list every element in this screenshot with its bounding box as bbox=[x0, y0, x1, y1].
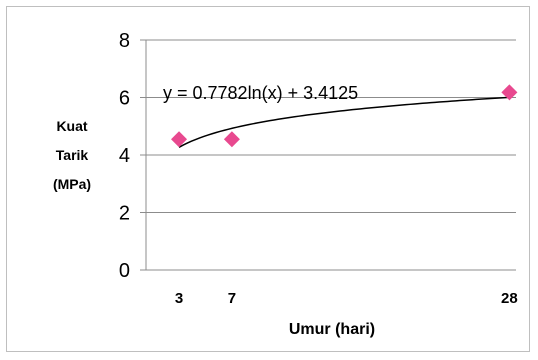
y-tick-label-4: 4 bbox=[119, 145, 130, 167]
data-points bbox=[171, 84, 518, 148]
y-tick-label-2: 2 bbox=[119, 203, 130, 225]
grid-lines bbox=[140, 39, 516, 271]
y-tick-label-6: 6 bbox=[119, 88, 130, 110]
trendline-equation: y = 0.7782ln(x) + 3.4125 bbox=[163, 83, 358, 103]
trendline-group bbox=[178, 96, 510, 148]
x-axis-label: Umur (hari) bbox=[289, 321, 375, 338]
data-point-28 bbox=[501, 84, 518, 101]
y-tick-labels: 0 2 4 6 8 bbox=[119, 30, 130, 282]
trendline bbox=[178, 96, 510, 148]
x-tick-labels: 3 7 28 bbox=[175, 290, 518, 307]
y-axis-label-line-2: Tarik bbox=[56, 147, 89, 163]
data-point-7 bbox=[223, 131, 240, 148]
data-point-3 bbox=[171, 131, 188, 148]
y-tick-label-0: 0 bbox=[119, 260, 130, 282]
x-tick-label-28: 28 bbox=[501, 290, 518, 307]
x-tick-label-3: 3 bbox=[175, 290, 183, 307]
y-axis-label-line-1: Kuat bbox=[56, 118, 87, 134]
x-tick-label-7: 7 bbox=[228, 290, 236, 307]
chart-frame bbox=[6, 6, 530, 352]
y-axis-label-line-3: (MPa) bbox=[53, 176, 91, 192]
y-axis-label: Kuat Tarik (MPa) bbox=[53, 118, 91, 192]
y-tick-label-8: 8 bbox=[119, 30, 130, 52]
